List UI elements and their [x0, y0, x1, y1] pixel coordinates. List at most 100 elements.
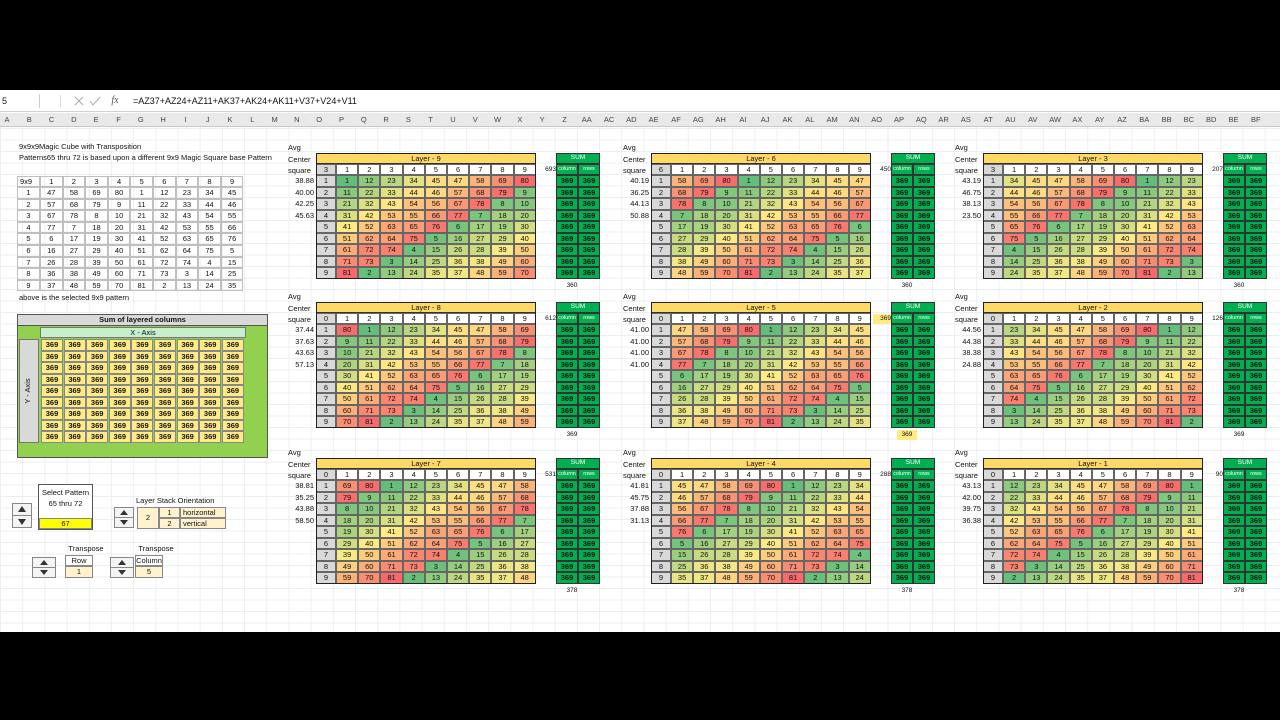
layer-cell: 51	[737, 232, 760, 244]
avg-header: Center	[288, 154, 311, 164]
layer-cell: 76	[826, 221, 849, 233]
pattern-cell: 14	[198, 268, 221, 280]
sum-cell: 369	[556, 381, 578, 393]
layer-cell: 41	[759, 370, 782, 382]
layer-cell: 40	[1158, 537, 1181, 549]
pattern-note: above is the selected 9x9 pattern	[19, 293, 130, 303]
layer-cell: 27	[491, 381, 514, 393]
control-value[interactable]: 5	[135, 566, 163, 578]
layer-cell: 66	[1069, 514, 1092, 526]
layer-cell: 71	[358, 404, 381, 416]
column-header: BB	[1161, 115, 1172, 125]
sum-cell: 369	[578, 393, 600, 405]
sum-cell: 369	[221, 362, 244, 374]
layer-cell: 10	[759, 503, 782, 515]
column-header: AT	[983, 115, 993, 125]
sum-cell: 369	[1245, 480, 1267, 492]
control-label: Transpose	[68, 544, 104, 554]
layer-cell: 80	[759, 480, 782, 492]
sum-header: rows	[578, 469, 600, 480]
layer-cell: 40	[1136, 381, 1159, 393]
layer-cell: 66	[1047, 358, 1070, 370]
layer-cell: 31	[1136, 209, 1159, 221]
layer-cell: 57	[1069, 335, 1092, 347]
column-header: D	[71, 115, 77, 125]
pattern-cell: 32	[153, 210, 176, 222]
pattern-cell: 1	[130, 187, 153, 199]
spinner[interactable]	[114, 507, 136, 529]
layer-cell: 21	[1158, 347, 1181, 359]
pattern-cell: 13	[175, 279, 199, 292]
spinner[interactable]	[110, 557, 136, 579]
sum-cell: 369	[891, 358, 913, 370]
layer-cell: 22	[402, 491, 425, 503]
pattern-cell: 17	[62, 233, 86, 245]
sum-cell: 369	[131, 373, 154, 385]
sum-cell: 369	[1245, 404, 1267, 416]
layer-cell: 63	[424, 526, 447, 538]
pattern-cell: 24	[198, 279, 221, 292]
sum-cell: 369	[913, 393, 935, 405]
sum-cell: 369	[1223, 335, 1245, 347]
top-total: 90	[1215, 470, 1223, 478]
avg-value: 38.13	[962, 199, 981, 208]
sum-cell: 369	[199, 362, 222, 374]
layer-cell: 9	[737, 335, 760, 347]
sum-cell: 369	[556, 549, 578, 561]
layer-cell: 76	[671, 526, 694, 538]
pattern-cell: 50	[107, 256, 131, 269]
layer-cell: 20	[336, 358, 359, 370]
layer-cell: 15	[424, 244, 447, 256]
pattern-cell: 79	[85, 198, 108, 211]
sum-cell: 369	[556, 335, 578, 347]
column-header: AD	[626, 115, 637, 125]
layer-cell: 43	[804, 347, 827, 359]
pattern-value[interactable]: 67	[39, 518, 92, 529]
column-header: 2	[1025, 164, 1048, 175]
layer-cell: 52	[402, 526, 425, 538]
sum-header: rows	[1245, 313, 1267, 324]
layer-cell: 73	[380, 404, 403, 416]
column-header: 8	[491, 469, 514, 480]
avg-value: 45.75	[630, 492, 649, 502]
column-header: 6	[1114, 164, 1137, 175]
column-header: 8	[826, 164, 849, 175]
layer-cell: 43	[380, 198, 403, 210]
layer-cell: 28	[693, 393, 716, 405]
sum-cell: 369	[154, 385, 176, 397]
layer-cell: 25	[447, 404, 470, 416]
layer-cell: 26	[491, 549, 514, 561]
sum-cell: 369	[86, 408, 109, 420]
layer-cell: 29	[1136, 537, 1159, 549]
sum-cell: 369	[131, 362, 154, 374]
column-header: 4	[737, 313, 760, 324]
layer-cell: 58	[469, 175, 492, 187]
sum-cell: 369	[1223, 244, 1245, 256]
spinner[interactable]	[12, 503, 34, 529]
column-header: C	[48, 115, 55, 125]
y-axis-bar	[19, 339, 39, 443]
layer-cell: 15	[447, 393, 470, 405]
control-value[interactable]: 1	[65, 566, 93, 578]
orientation-value[interactable]: 2	[137, 507, 159, 529]
layer-cell: 74	[826, 549, 849, 561]
sum-cell: 369	[108, 431, 131, 443]
layer-cell: 44	[1047, 491, 1070, 503]
layer-cell: 15	[469, 549, 492, 561]
layer-cell: 34	[1025, 324, 1048, 336]
layer-cell: 42	[782, 358, 805, 370]
sum-cell: 369	[913, 404, 935, 416]
spinner[interactable]	[32, 557, 58, 579]
column-header: BC	[1183, 115, 1195, 125]
layer-cell: 67	[1047, 198, 1070, 210]
sum-header: column	[1223, 313, 1245, 324]
layer-cell: 46	[469, 491, 492, 503]
sum-cell: 369	[199, 339, 222, 351]
sum-cell: 369	[556, 370, 578, 382]
layer-cell: 3	[402, 404, 425, 416]
layer-cell: 41	[1158, 370, 1181, 382]
sum-cell: 369	[199, 373, 222, 385]
sum-cell: 369	[891, 416, 913, 428]
layer-cell: 53	[782, 209, 805, 221]
layer-cell: 21	[380, 503, 403, 515]
